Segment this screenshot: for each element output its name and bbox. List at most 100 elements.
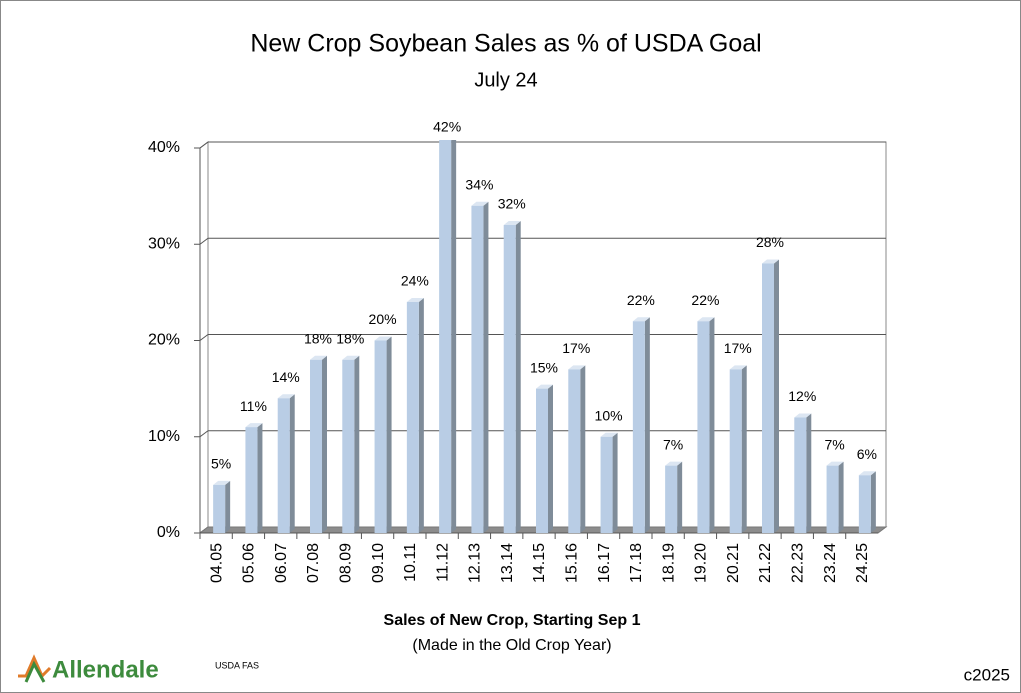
bar-side: [289, 394, 295, 533]
data-label: 34%: [465, 176, 493, 192]
bar: [729, 365, 747, 533]
data-label: 22%: [691, 292, 719, 308]
x-axis-sublabel: (Made in the Old Crop Year): [412, 637, 611, 654]
logo-icon: [18, 654, 52, 679]
bar: [536, 384, 553, 533]
data-label: 7%: [824, 436, 844, 452]
x-tick-label: 12.13: [467, 543, 484, 583]
bar-top: [310, 355, 327, 360]
x-tick-label: 19.20: [693, 543, 710, 583]
bar-front: [277, 398, 290, 533]
data-label: 18%: [336, 330, 364, 346]
x-tick-label: 20.21: [725, 543, 742, 583]
bar-top: [632, 317, 650, 322]
bar-side: [741, 365, 747, 533]
bar-front: [374, 340, 387, 533]
bar-top: [406, 298, 424, 302]
bar-side: [870, 471, 876, 533]
bar-top: [503, 221, 521, 225]
bar-side: [257, 423, 263, 533]
data-label: 15%: [530, 359, 558, 375]
bar-top: [471, 201, 489, 206]
x-tick-label: 17.18: [628, 543, 645, 583]
bar-front: [826, 465, 839, 533]
bar-front: [600, 436, 613, 533]
data-label: 5%: [211, 456, 231, 472]
bar-side: [483, 201, 489, 533]
logo-text: Allendale: [52, 656, 159, 683]
chart-title: New Crop Soybean Sales as % of USDA Goal: [250, 30, 761, 58]
bar-front: [794, 417, 807, 533]
bar-front: [568, 369, 581, 533]
bar-front: [503, 225, 516, 533]
x-tick-label: 09.10: [370, 543, 387, 583]
bar: [342, 355, 360, 533]
x-tick-label: 14.15: [531, 543, 548, 583]
bar-top: [213, 480, 231, 485]
data-label: 18%: [304, 330, 332, 346]
bar-front: [310, 359, 322, 533]
data-label: 22%: [627, 292, 655, 308]
bar-front: [729, 369, 742, 533]
x-tick-label: 10.11: [402, 543, 419, 582]
grid-line: [199, 237, 209, 245]
x-tick-label: 13.14: [499, 543, 516, 583]
bar-side: [386, 336, 392, 533]
x-tick-label: 11.12: [434, 543, 451, 582]
data-label: 6%: [857, 446, 877, 462]
bar-side: [548, 384, 553, 533]
bar-front: [342, 359, 355, 533]
x-tick-label: 24.25: [854, 543, 871, 583]
bar-top: [697, 317, 715, 322]
x-tick-label: 05.06: [241, 543, 258, 583]
data-label: 12%: [788, 388, 816, 404]
bar-top: [858, 471, 876, 476]
bar-side: [709, 317, 715, 533]
bar-front: [632, 321, 645, 533]
data-label: 28%: [756, 234, 784, 250]
grid-line: [199, 430, 209, 438]
source-note: USDA FAS: [215, 660, 259, 670]
bar: [503, 221, 521, 533]
bar-front: [245, 427, 258, 533]
x-tick-label: 16.17: [596, 543, 613, 583]
data-label: 17%: [724, 340, 752, 356]
data-label: 42%: [433, 119, 461, 135]
bar-top: [665, 461, 683, 466]
bar-front: [762, 263, 774, 533]
copyright: c2025: [964, 665, 1010, 684]
bar-side: [806, 413, 812, 533]
bar-side: [612, 432, 618, 533]
y-tick-label: 0%: [157, 524, 180, 541]
bar: [762, 259, 779, 533]
bar-top: [277, 394, 295, 399]
bar: [277, 394, 295, 533]
bar-front: [536, 388, 548, 533]
grid-line: [199, 334, 209, 341]
x-axis-label: Sales of New Crop, Starting Sep 1: [384, 612, 641, 629]
bar-top: [729, 365, 747, 370]
bar-top: [374, 336, 392, 341]
bar-top: [536, 384, 553, 389]
y-tick-label: 10%: [148, 428, 180, 445]
bar: [697, 317, 715, 533]
bar: [632, 317, 650, 533]
bar-front: [213, 484, 226, 533]
bar-front: [697, 321, 710, 533]
data-label: 11%: [240, 398, 267, 414]
grid-line: [199, 141, 209, 149]
chart-subtitle: July 24: [474, 69, 537, 91]
data-label: 32%: [498, 196, 526, 212]
bar-side: [322, 355, 327, 533]
bar: [213, 480, 231, 533]
bar: [245, 423, 263, 533]
data-label: 7%: [663, 436, 683, 452]
y-tick-label: 40%: [148, 139, 180, 156]
bar-top: [568, 365, 586, 370]
bar-front: [406, 302, 419, 533]
data-label: 20%: [369, 311, 397, 327]
bar: [374, 336, 392, 533]
bar-side: [515, 221, 521, 533]
bar-top: [826, 461, 844, 466]
